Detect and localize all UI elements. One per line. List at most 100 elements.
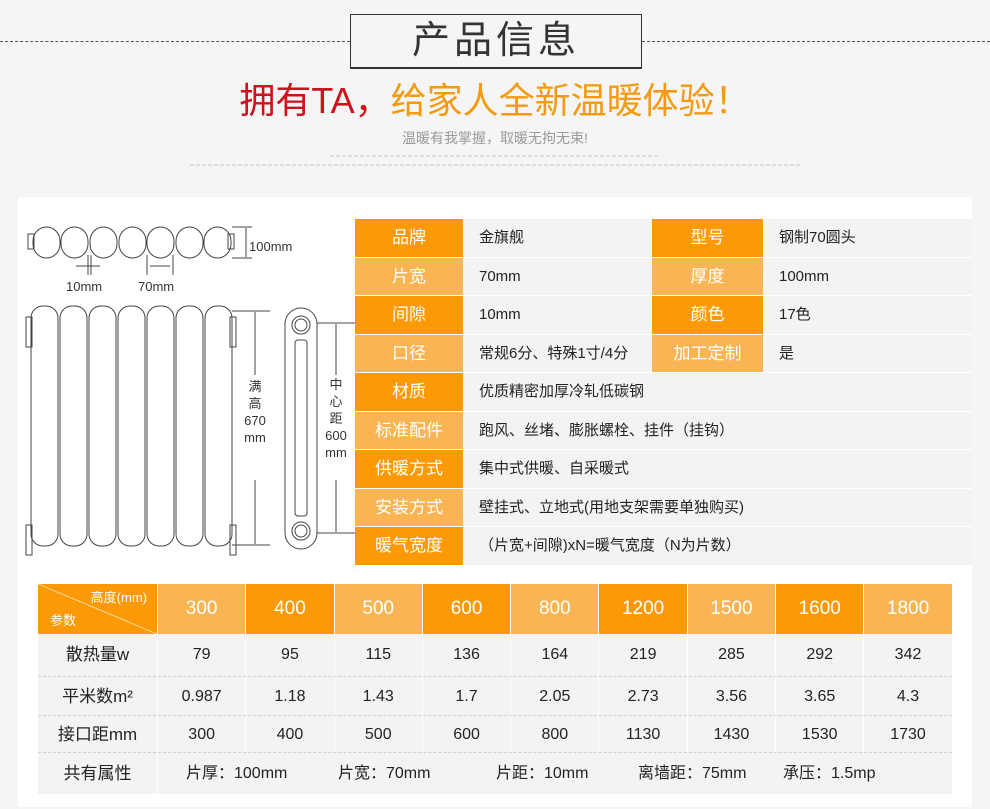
spec-value: 10mm	[463, 296, 652, 334]
row-label: 接口距mm	[57, 725, 138, 744]
table-cell: 79	[157, 634, 245, 676]
label-gap: 10mm	[66, 279, 103, 294]
height-header-cell: 1600	[775, 584, 864, 634]
label-text: mm	[244, 430, 266, 445]
table-cell: 600	[421, 716, 510, 752]
spec-label: 品牌	[355, 219, 463, 257]
spec-value: 集中式供暖、自采暖式	[463, 450, 972, 488]
table-cell: 500	[333, 716, 422, 752]
spec-label: 暖气宽度	[355, 527, 463, 565]
parameter-table: 高度(mm) 参数 300 400 500 600 800 1200 1500 1600 180…	[38, 584, 952, 794]
table-cell: 1.7	[421, 677, 510, 715]
table-cell: 164	[510, 634, 598, 676]
radiator-side-view	[284, 307, 355, 550]
slogan: 拥有TA，给家人全新温暖体验！	[0, 76, 990, 126]
common-attributes-row: 共有属性 片厚：100mm 片宽：70mm 片距：10mm 离墙距：75mm 承压：1.…	[38, 752, 952, 794]
decorative-fine-text	[190, 164, 800, 166]
table-cell: 800	[510, 716, 598, 752]
table-row: 散热量w 79 95 115 136 164 219 285 292 342	[38, 634, 952, 676]
common-attribute: 承压：1.5mp	[783, 765, 876, 782]
spec-row: 标准配件 跑风、丝堵、膨胀螺栓、挂件（挂钩）	[355, 411, 972, 450]
height-header-cell: 800	[510, 584, 599, 634]
spec-row: 间隙 10mm 颜色 17色	[355, 296, 972, 335]
spec-row: 口径 常规6分、特殊1寸/4分 加工定制是	[355, 334, 972, 373]
table-cell: 1.18	[245, 677, 333, 715]
spec-value: 常规6分、特殊1寸/4分	[463, 334, 652, 372]
slogan-red: 拥有TA，	[239, 80, 391, 121]
label-text: 中	[329, 377, 343, 392]
label-width: 70mm	[138, 279, 175, 294]
height-header-cell: 1800	[863, 584, 952, 634]
common-attribute: 片宽：70mm	[338, 765, 431, 782]
spec-label: 安装方式	[355, 488, 463, 526]
table-cell: 1530	[775, 716, 863, 752]
radiator-front-view	[25, 305, 270, 556]
label-center-distance: 中心距 600 mm	[318, 376, 354, 461]
table-cell: 4.3	[863, 677, 951, 715]
spec-label: 间隙	[355, 296, 463, 334]
table-cell: 3.65	[775, 677, 863, 715]
spec-value: 17色	[763, 296, 972, 334]
height-header-cell: 1500	[686, 584, 776, 634]
table-cell: 2.05	[510, 677, 598, 715]
spec-value: 70mm	[463, 257, 652, 295]
label-depth: 100mm	[249, 239, 293, 254]
table-cell: 1430	[686, 716, 775, 752]
label-text: 670	[244, 413, 266, 428]
table-cell: 115	[333, 634, 422, 676]
row-label: 散热量w	[65, 645, 130, 664]
section-title: 产品信息	[350, 14, 642, 69]
table-cell: 2.73	[598, 677, 686, 715]
label-text: 距	[329, 411, 343, 426]
table-row: 接口距mm 300 400 500 600 800 1130 1430 1530 1730	[38, 715, 952, 752]
height-header-cell: 600	[421, 584, 511, 634]
spec-label: 口径	[355, 334, 463, 372]
decorative-fine-text	[330, 155, 660, 157]
row-label: 共有属性	[63, 764, 132, 783]
table-cell: 0.987	[157, 677, 245, 715]
corner-bottom-label: 参数	[50, 613, 77, 628]
label-text: 高	[248, 396, 262, 411]
common-attribute: 片距：10mm	[496, 765, 589, 782]
radiator-diagram	[25, 226, 355, 556]
spec-value: 壁挂式、立地式(用地支架需要单独购买)	[463, 488, 972, 526]
label-text: 满	[248, 379, 262, 394]
table-cell: 292	[775, 634, 863, 676]
spec-value: 100mm	[763, 257, 972, 295]
table-header-row: 高度(mm) 参数 300 400 500 600 800 1200 1500 1600 180…	[38, 584, 952, 634]
height-header-cell: 1200	[598, 584, 687, 634]
spec-row: 供暖方式 集中式供暖、自采暖式	[355, 450, 972, 489]
table-cell: 300	[157, 716, 245, 752]
subtitle: 温暖有我掌握，取暖无拘无束!	[402, 130, 588, 146]
label-full-height: 满高 670 mm	[237, 378, 273, 446]
spec-value: （片宽+间隙)xN=暖气宽度（N为片数）	[463, 527, 972, 565]
table-cell: 1130	[598, 716, 686, 752]
spec-value: 钢制70圆头	[763, 219, 972, 257]
spec-label: 厚度	[652, 257, 763, 295]
table-cell: 342	[863, 634, 951, 676]
table-cell: 3.56	[686, 677, 775, 715]
spec-row: 安装方式 壁挂式、立地式(用地支架需要单独购买)	[355, 488, 972, 527]
table-cell: 136	[421, 634, 510, 676]
height-header-cell: 300	[157, 584, 246, 634]
spec-value: 金旗舰	[463, 219, 652, 257]
common-attribute: 离墙距：75mm	[638, 765, 747, 782]
table-cell: 285	[686, 634, 775, 676]
divider-left	[0, 41, 350, 42]
table-cell: 219	[598, 634, 686, 676]
radiator-top-view	[27, 226, 252, 275]
spec-label: 型号	[652, 219, 763, 257]
height-header-cell: 400	[245, 584, 334, 634]
spec-label: 加工定制	[652, 334, 763, 372]
spec-row: 品牌 金旗舰 型号 钢制70圆头	[355, 219, 972, 258]
spec-label: 片宽	[355, 257, 463, 295]
label-text: 心	[329, 394, 343, 409]
common-attribute: 片厚：100mm	[186, 765, 288, 782]
table-cell: 400	[245, 716, 333, 752]
table-cell: 1.43	[333, 677, 422, 715]
spec-value: 跑风、丝堵、膨胀螺栓、挂件（挂钩）	[463, 411, 972, 449]
spec-label: 材质	[355, 373, 463, 411]
spec-row: 材质 优质精密加厚冷轧低碳钢	[355, 373, 972, 412]
spec-label: 标准配件	[355, 411, 463, 449]
label-text: 600	[325, 428, 347, 443]
